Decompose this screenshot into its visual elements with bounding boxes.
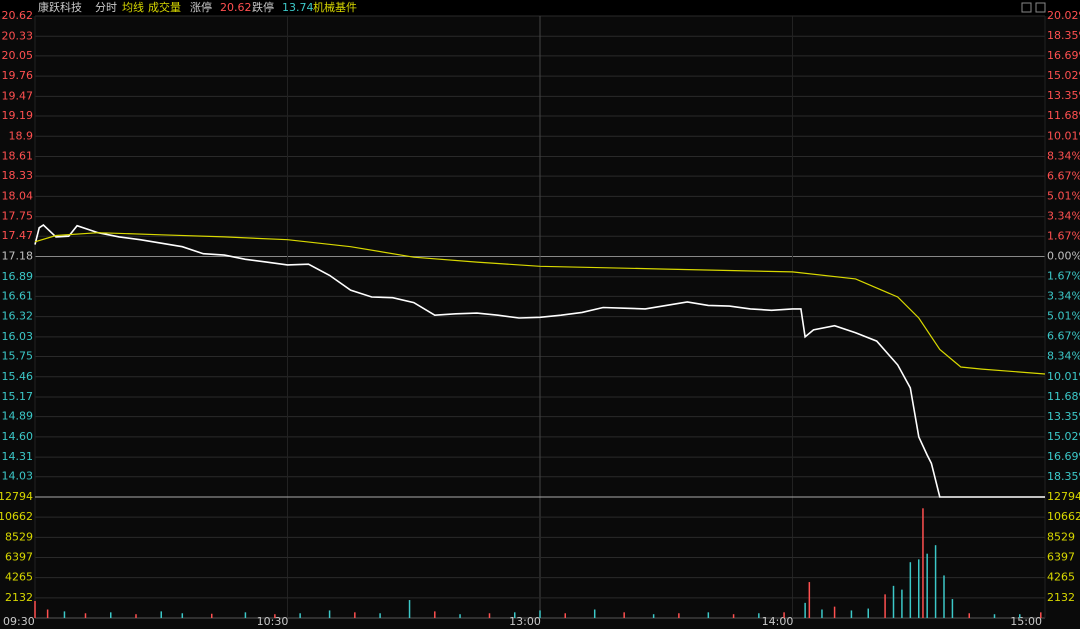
y-tick-label: 4265 — [1047, 571, 1075, 584]
y-tick-label: 19.76 — [2, 69, 34, 82]
volume-legend[interactable]: 成交量 — [148, 0, 181, 14]
stock-name: 康跃科技 — [38, 0, 82, 14]
y-tick-label: 16.89 — [2, 270, 34, 283]
y-tick-label: 2132 — [5, 591, 33, 604]
y2-tick-label: 6.67% — [1047, 330, 1080, 343]
limit-down: 13.74 — [282, 1, 314, 14]
y-tick-label: 14.03 — [2, 470, 34, 483]
y-tick-label: 14.60 — [2, 430, 34, 443]
y-tick-label: 15.75 — [2, 349, 34, 362]
price-line — [34, 232, 1046, 375]
y-tick-label: 16.03 — [2, 330, 34, 343]
y-tick-label: 20.62 — [2, 9, 34, 22]
y-tick-label: 16.61 — [2, 289, 34, 302]
y2-tick-label: 10.01% — [1047, 370, 1080, 383]
y-tick-label: 19.19 — [2, 109, 34, 122]
y2-tick-label: 5.01% — [1047, 189, 1080, 202]
y-tick-label: 6397 — [1047, 551, 1075, 564]
y2-tick-label: 16.69% — [1047, 49, 1080, 62]
price-line — [34, 223, 1045, 498]
y-tick-label: 19.47 — [2, 89, 34, 102]
y-tick-label: 16.32 — [2, 310, 34, 323]
mode[interactable]: 分时 — [95, 1, 117, 14]
y-tick-label: 20.05 — [2, 49, 34, 62]
y2-tick-label: 20.02% — [1047, 9, 1080, 22]
y-tick-label: 17.47 — [2, 229, 34, 242]
y2-tick-label: 3.34% — [1047, 290, 1080, 303]
x-tick-label: 15:00 — [1010, 615, 1042, 628]
limit-up: 20.62 — [220, 1, 252, 14]
y-tick-label: 18.33 — [2, 169, 34, 182]
x-tick-label: 14:00 — [762, 615, 794, 628]
x-tick-label: 13:00 — [509, 615, 541, 628]
y-tick-label: 12794 — [1047, 490, 1080, 503]
y2-tick-label: 15.02% — [1047, 430, 1080, 443]
window-button[interactable] — [1021, 2, 1032, 13]
limit-up-label: 涨停 — [190, 0, 212, 14]
y-tick-label: 15.17 — [2, 390, 34, 403]
y2-tick-label: 1.67% — [1047, 229, 1080, 242]
x-tick-label: 10:30 — [257, 615, 289, 628]
y-tick-label: 8529 — [5, 530, 33, 543]
y2-tick-label: 18.35% — [1047, 470, 1080, 483]
y-tick-label: 15.46 — [2, 370, 34, 383]
y-tick-label: 10662 — [0, 510, 33, 523]
y2-tick-label: 6.67% — [1047, 169, 1080, 182]
y2-tick-label: 5.01% — [1047, 310, 1080, 323]
y2-tick-label: 8.34% — [1047, 350, 1080, 363]
header-bar — [0, 0, 1080, 16]
sector[interactable]: 机械基件 — [313, 0, 357, 14]
y-tick-label: 20.33 — [2, 29, 34, 42]
y2-tick-label: 1.67% — [1047, 270, 1080, 283]
y-tick-label: 12794 — [0, 490, 33, 503]
y-tick-label: 8529 — [1047, 530, 1075, 543]
y-tick-label: 6397 — [5, 551, 33, 564]
x-tick-label: 09:30 — [3, 615, 35, 628]
y-tick-label: 18.04 — [2, 189, 34, 202]
y-tick-label: 18.61 — [2, 150, 34, 163]
y2-tick-label: 11.68% — [1047, 109, 1080, 122]
y-tick-label: 4265 — [5, 571, 33, 584]
y-tick-label: 2132 — [1047, 591, 1075, 604]
y-tick-label: 17.75 — [2, 210, 34, 223]
y2-tick-label: 0.00% — [1047, 250, 1080, 263]
y-tick-label: 14.89 — [2, 410, 34, 423]
y2-tick-label: 13.35% — [1047, 410, 1080, 423]
y2-tick-label: 18.35% — [1047, 29, 1080, 42]
limit-down-label: 跌停 — [252, 0, 274, 14]
y2-tick-label: 13.35% — [1047, 89, 1080, 102]
y-tick-label: 17.18 — [2, 250, 34, 263]
y2-tick-label: 11.68% — [1047, 390, 1080, 403]
avg-legend[interactable]: 均线 — [122, 0, 144, 14]
y2-tick-label: 16.69% — [1047, 450, 1080, 463]
y-tick-label: 18.9 — [9, 129, 34, 142]
y2-tick-label: 15.02% — [1047, 69, 1080, 82]
y2-tick-label: 8.34% — [1047, 149, 1080, 162]
window-button[interactable] — [1035, 2, 1046, 13]
y-tick-label: 14.31 — [2, 450, 34, 463]
y2-tick-label: 3.34% — [1047, 209, 1080, 222]
y-tick-label: 10662 — [1047, 510, 1080, 523]
y2-tick-label: 10.01% — [1047, 129, 1080, 142]
